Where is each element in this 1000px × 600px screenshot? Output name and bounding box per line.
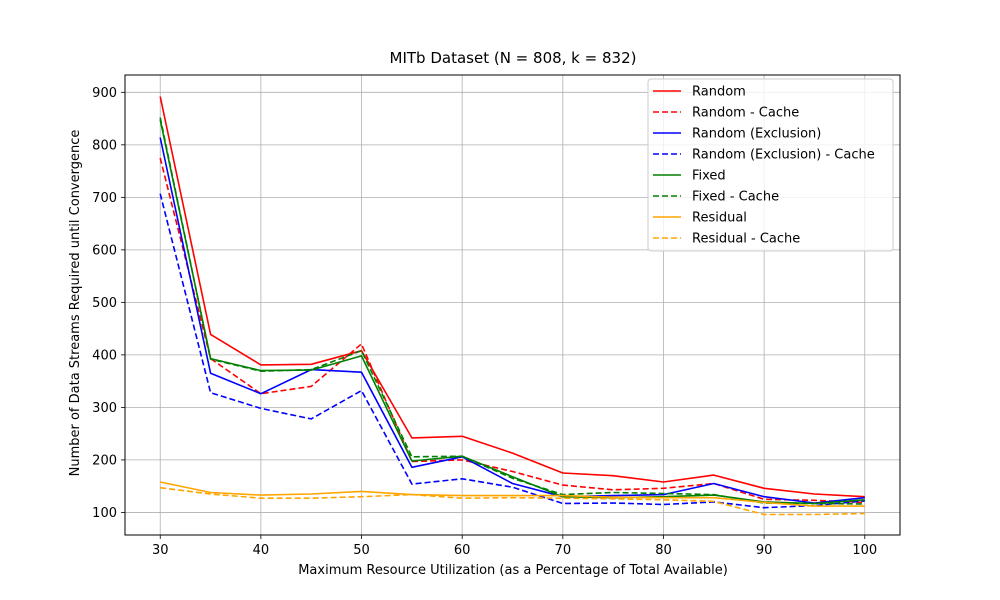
y-tick-label: 600 [92, 243, 117, 258]
series-line-fixed-cache [159, 117, 865, 505]
y-tick-label: 500 [92, 296, 117, 311]
legend-box [647, 78, 894, 252]
x-tick-label: 70 [555, 543, 572, 558]
x-tick-label: 80 [655, 543, 672, 558]
y-tick-label: 700 [92, 191, 117, 206]
legend-label-residual-cache: Residual - Cache [692, 232, 800, 247]
series-line-random-exclusion [159, 137, 865, 504]
legend-label-random-exclusion: Random (Exclusion) [692, 127, 821, 142]
x-tick-label: 40 [253, 543, 270, 558]
legend-label-residual: Residual [692, 211, 747, 226]
ticks: 30 40 50 60 70 80 90 100 100 200 300 400 500 600 700 80… [92, 86, 877, 558]
legend-items: Random Random - Cache Random (Exclusion) Ra… [653, 85, 875, 247]
y-tick-label: 400 [92, 348, 117, 363]
legend-label-random-exclusion-cache: Random (Exclusion) - Cache [692, 148, 875, 163]
y-axis-title: Number of Data Streams Required until Co… [68, 130, 83, 477]
y-tick-label: 300 [92, 401, 117, 416]
series-line-residual-cache [160, 486, 865, 516]
y-tick-label: 900 [92, 86, 117, 101]
y-tick-label: 800 [92, 138, 117, 153]
x-tick-label: 50 [353, 543, 370, 558]
legend-label-fixed-cache: Fixed - Cache [692, 190, 779, 205]
series-lines [159, 96, 865, 516]
series-line-random [159, 96, 865, 498]
y-tick-label: 200 [92, 453, 117, 468]
series-line-residual [160, 481, 865, 507]
x-tick-label: 90 [756, 543, 773, 558]
plot-frame [124, 74, 901, 536]
legend-label-random-cache: Random - Cache [692, 106, 799, 121]
series-line-random-cache [159, 157, 865, 504]
x-tick-label: 60 [454, 543, 471, 558]
legend-label-fixed: Fixed [692, 169, 726, 184]
y-tick-label: 100 [92, 506, 117, 521]
x-axis-title: Maximum Resource Utilization (as a Perce… [298, 563, 728, 578]
x-tick-label: 100 [852, 543, 877, 558]
chart-title: MITb Dataset (N = 808, k = 832) [390, 49, 637, 67]
legend-label-random: Random [692, 85, 746, 100]
x-tick-label: 30 [152, 543, 169, 558]
series-line-random-exclusion-cache [159, 193, 865, 509]
legend: Random Random - Cache Random (Exclusion) Ra… [647, 78, 894, 252]
